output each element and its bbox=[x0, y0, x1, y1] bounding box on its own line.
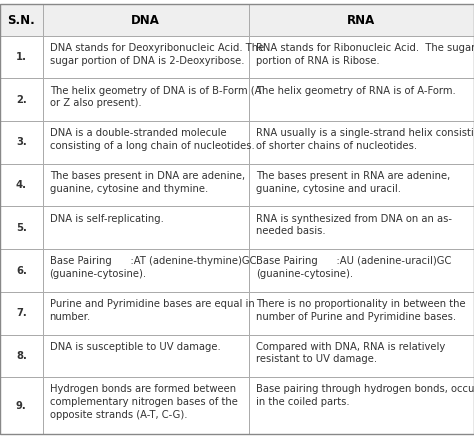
Text: 6.: 6. bbox=[16, 265, 27, 276]
Bar bbox=[0, 164, 43, 206]
Bar bbox=[249, 334, 474, 377]
Text: Hydrogen bonds are formed between
complementary nitrogen bases of the
opposite s: Hydrogen bonds are formed between comple… bbox=[50, 385, 237, 420]
Bar bbox=[43, 334, 249, 377]
Bar bbox=[0, 36, 43, 78]
Text: 3.: 3. bbox=[16, 137, 27, 148]
Text: RNA is synthesized from DNA on an as-
needed basis.: RNA is synthesized from DNA on an as- ne… bbox=[256, 214, 452, 237]
Text: RNA usually is a single-strand helix consisting
of shorter chains of nucleotides: RNA usually is a single-strand helix con… bbox=[256, 128, 474, 151]
Bar bbox=[0, 78, 43, 121]
Text: 9.: 9. bbox=[16, 400, 27, 411]
Text: There is no proportionality in between the
number of Purine and Pyrimidine bases: There is no proportionality in between t… bbox=[256, 299, 465, 322]
Bar bbox=[249, 164, 474, 206]
Text: Base pairing through hydrogen bonds, occurs
in the coiled parts.: Base pairing through hydrogen bonds, occ… bbox=[256, 385, 474, 407]
Text: Compared with DNA, RNA is relatively
resistant to UV damage.: Compared with DNA, RNA is relatively res… bbox=[256, 342, 445, 365]
Text: Purine and Pyrimidine bases are equal in
number.: Purine and Pyrimidine bases are equal in… bbox=[50, 299, 255, 322]
Bar bbox=[43, 292, 249, 334]
Bar bbox=[249, 206, 474, 249]
Text: DNA is self-replicating.: DNA is self-replicating. bbox=[50, 214, 164, 224]
Text: 4.: 4. bbox=[16, 180, 27, 190]
Bar bbox=[43, 78, 249, 121]
Bar bbox=[249, 292, 474, 334]
Text: The helix geometry of DNA is of B-Form (A
or Z also present).: The helix geometry of DNA is of B-Form (… bbox=[50, 85, 261, 109]
Text: 2.: 2. bbox=[16, 95, 27, 105]
Text: DNA is susceptible to UV damage.: DNA is susceptible to UV damage. bbox=[50, 342, 220, 352]
Bar bbox=[43, 36, 249, 78]
Bar bbox=[249, 249, 474, 292]
Text: RNA: RNA bbox=[347, 14, 375, 27]
Bar bbox=[0, 249, 43, 292]
Bar bbox=[43, 4, 249, 36]
Bar bbox=[0, 334, 43, 377]
Bar bbox=[0, 121, 43, 164]
Text: Base Pairing      :AT (adenine-thymine)GC
(guanine-cytosine).: Base Pairing :AT (adenine-thymine)GC (gu… bbox=[50, 256, 256, 279]
Text: 1.: 1. bbox=[16, 52, 27, 62]
Text: 8.: 8. bbox=[16, 351, 27, 361]
Bar bbox=[43, 164, 249, 206]
Bar bbox=[0, 377, 43, 434]
Text: RNA stands for Ribonucleic Acid.  The sugar
portion of RNA is Ribose.: RNA stands for Ribonucleic Acid. The sug… bbox=[256, 43, 474, 66]
Bar bbox=[0, 206, 43, 249]
Text: DNA is a double-stranded molecule
consisting of a long chain of nucleotides.: DNA is a double-stranded molecule consis… bbox=[50, 128, 255, 151]
Bar bbox=[249, 78, 474, 121]
Bar bbox=[249, 4, 474, 36]
Text: The bases present in DNA are adenine,
guanine, cytosine and thymine.: The bases present in DNA are adenine, gu… bbox=[50, 171, 245, 194]
Text: 5.: 5. bbox=[16, 223, 27, 233]
Text: S.N.: S.N. bbox=[8, 14, 35, 27]
Bar bbox=[249, 36, 474, 78]
Text: DNA: DNA bbox=[131, 14, 160, 27]
Bar bbox=[43, 206, 249, 249]
Bar bbox=[0, 292, 43, 334]
Text: DNA stands for Deoxyribonucleic Acid. The
sugar portion of DNA is 2-Deoxyribose.: DNA stands for Deoxyribonucleic Acid. Th… bbox=[50, 43, 264, 66]
Bar bbox=[249, 377, 474, 434]
Bar bbox=[0, 4, 43, 36]
Bar bbox=[43, 121, 249, 164]
Bar bbox=[43, 249, 249, 292]
Text: The helix geometry of RNA is of A-Form.: The helix geometry of RNA is of A-Form. bbox=[256, 85, 456, 96]
Bar bbox=[43, 377, 249, 434]
Text: 7.: 7. bbox=[16, 308, 27, 318]
Bar bbox=[249, 121, 474, 164]
Text: The bases present in RNA are adenine,
guanine, cytosine and uracil.: The bases present in RNA are adenine, gu… bbox=[256, 171, 450, 194]
Text: Base Pairing      :AU (adenine-uracil)GC
(guanine-cytosine).: Base Pairing :AU (adenine-uracil)GC (gua… bbox=[256, 256, 451, 279]
